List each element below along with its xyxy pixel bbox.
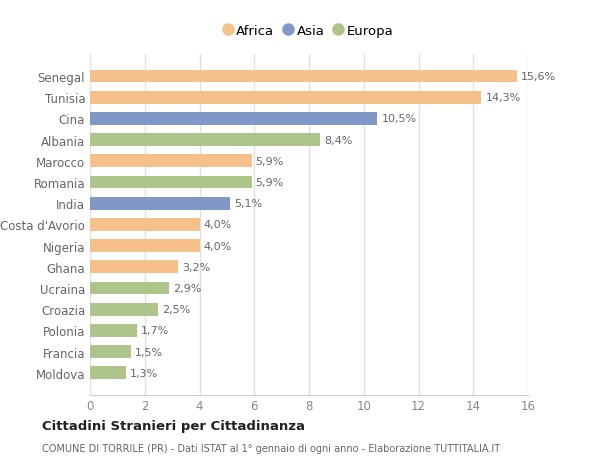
Legend: Africa, Asia, Europa: Africa, Asia, Europa [220, 21, 398, 42]
Bar [90, 261, 178, 274]
Bar [90, 218, 199, 231]
Text: COMUNE DI TORRILE (PR) - Dati ISTAT al 1° gennaio di ogni anno - Elaborazione TU: COMUNE DI TORRILE (PR) - Dati ISTAT al 1… [42, 443, 500, 453]
Bar [90, 240, 199, 252]
Bar [90, 155, 251, 168]
Bar [90, 367, 125, 379]
Bar [90, 134, 320, 147]
Text: 5,1%: 5,1% [234, 199, 262, 209]
Bar [90, 303, 158, 316]
Bar [90, 346, 131, 358]
Text: 3,2%: 3,2% [182, 262, 210, 272]
Text: 2,9%: 2,9% [173, 283, 202, 293]
Text: 4,0%: 4,0% [203, 241, 232, 251]
Text: 1,5%: 1,5% [135, 347, 163, 357]
Text: 4,0%: 4,0% [203, 220, 232, 230]
Text: 8,4%: 8,4% [324, 135, 352, 146]
Bar [90, 325, 137, 337]
Text: 10,5%: 10,5% [382, 114, 416, 124]
Bar [90, 113, 377, 125]
Text: 15,6%: 15,6% [521, 72, 556, 82]
Text: 1,3%: 1,3% [130, 368, 158, 378]
Bar [90, 92, 481, 104]
Bar [90, 282, 169, 295]
Text: Cittadini Stranieri per Cittadinanza: Cittadini Stranieri per Cittadinanza [42, 419, 305, 432]
Text: 1,7%: 1,7% [140, 326, 169, 336]
Bar [90, 71, 517, 83]
Bar [90, 197, 230, 210]
Text: 5,9%: 5,9% [256, 157, 284, 167]
Text: 14,3%: 14,3% [485, 93, 521, 103]
Bar [90, 176, 251, 189]
Text: 5,9%: 5,9% [256, 178, 284, 188]
Text: 2,5%: 2,5% [163, 304, 191, 314]
